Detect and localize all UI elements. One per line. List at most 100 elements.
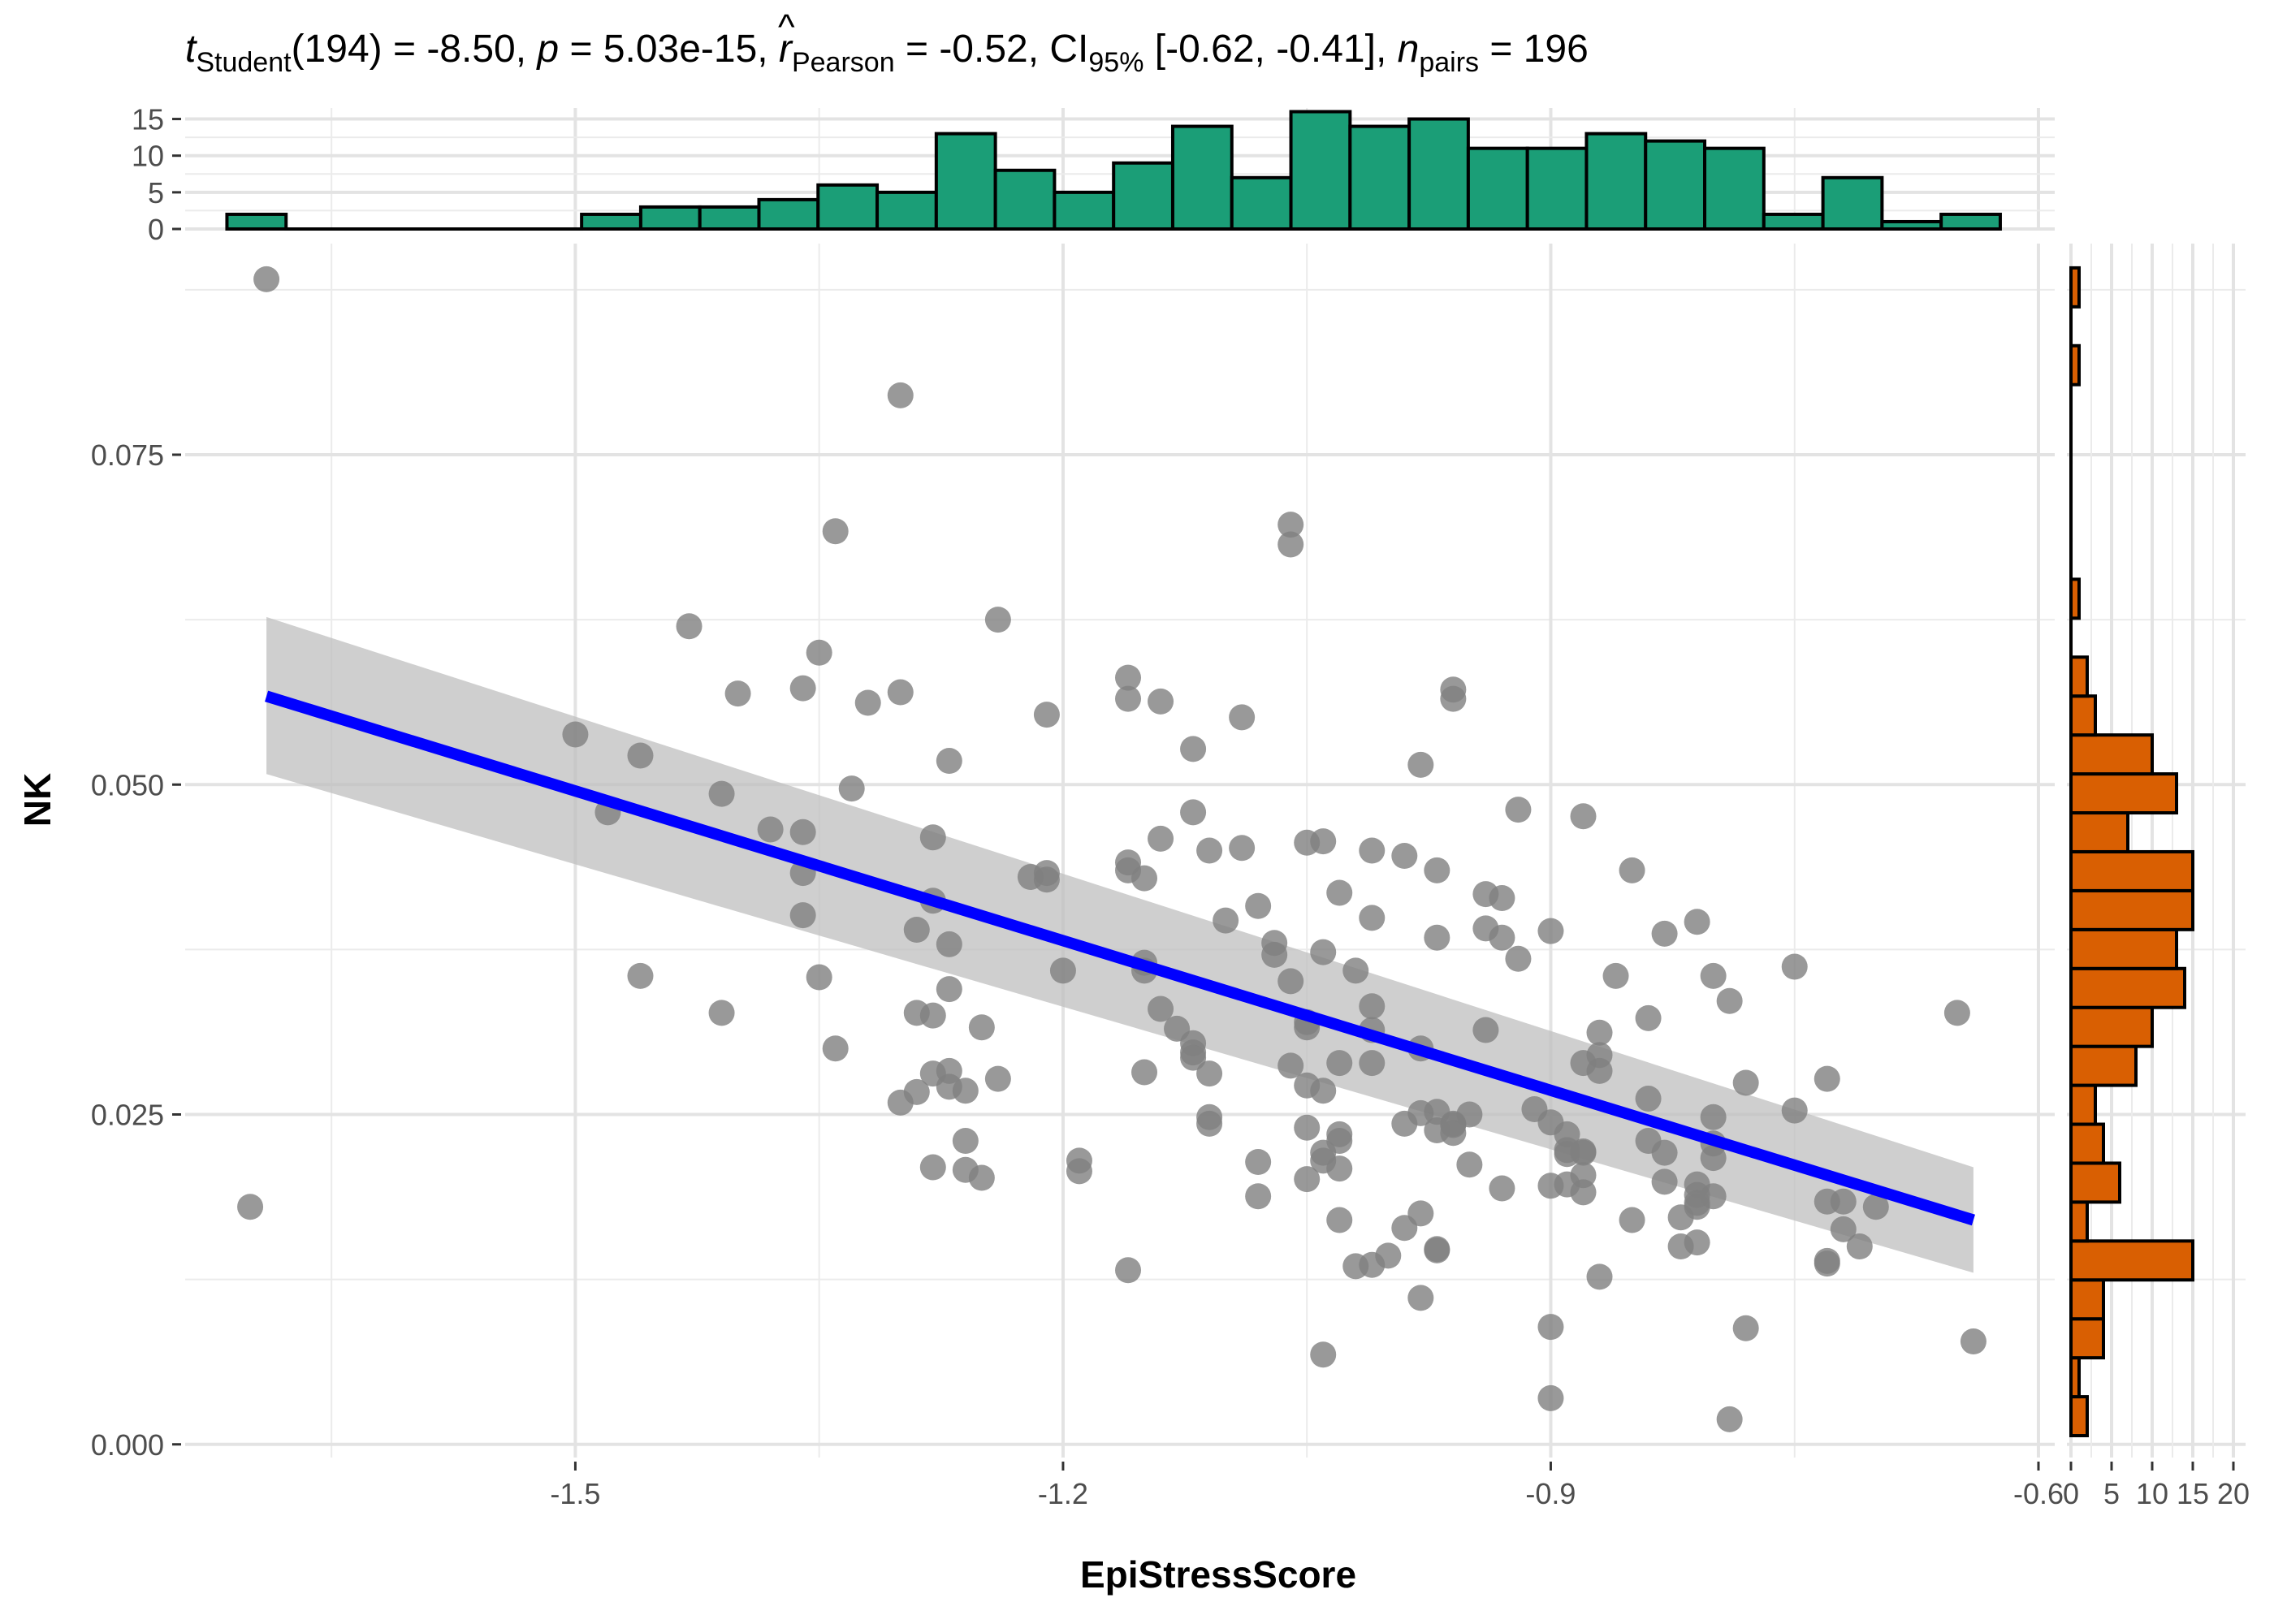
scatter-point <box>1326 1207 1353 1233</box>
right-hist-x-tick-label: 15 <box>2177 1477 2209 1510</box>
right-marginal-histogram: 0 5 10 15 20 <box>2063 244 2250 1510</box>
top-histogram-bar <box>1170 124 1234 231</box>
scatter-point <box>806 639 832 666</box>
top-histogram-bar <box>1703 146 1766 231</box>
scatter-point <box>838 775 865 802</box>
scatter-point <box>1586 1057 1613 1084</box>
top-hist-y-tick-label: 10 <box>132 140 164 173</box>
top-histogram-bar <box>1230 175 1293 231</box>
scatter-point <box>1684 1229 1710 1256</box>
scatter-point <box>1033 702 1060 728</box>
top-histogram-bar <box>757 197 820 231</box>
right-histogram-bars <box>2069 266 2194 1438</box>
scatter-point <box>1326 1155 1353 1182</box>
scatter-point <box>1375 1242 1402 1269</box>
top-histogram-bar <box>225 212 288 231</box>
scatter-point <box>1261 941 1288 968</box>
right-histogram-bar <box>2069 772 2178 815</box>
top-histogram-bar <box>1762 212 1825 231</box>
right-histogram-bar <box>2069 1005 2154 1048</box>
subtitle-r-stat: = -0.52, CI <box>895 28 1089 71</box>
scatter-point <box>1424 857 1450 883</box>
right-histogram-bar <box>2069 888 2194 931</box>
scatter-point <box>1635 1086 1662 1112</box>
top-histogram-bar <box>1112 161 1174 231</box>
scatter-point <box>1310 939 1337 965</box>
scatter-point <box>1196 837 1223 864</box>
scatter-point <box>968 1164 995 1191</box>
x-tick-label: -0.6 <box>2013 1477 2064 1510</box>
right-hist-x-tick-label: 5 <box>2103 1477 2120 1510</box>
scatter-point <box>1278 512 1304 538</box>
right-histogram-bar <box>2069 343 2081 387</box>
x-tick-label: -0.9 <box>1525 1477 1576 1510</box>
scatter-point <box>1586 1019 1613 1046</box>
right-histogram-bar <box>2069 849 2194 892</box>
top-histogram-bar <box>1939 212 2002 231</box>
scatter-point <box>1814 1065 1840 1092</box>
subtitle-r-subscript: Pearson <box>792 47 895 78</box>
top-histogram-bar <box>1584 132 1648 231</box>
top-histogram-bar <box>638 205 702 231</box>
scatter-point <box>903 1078 930 1105</box>
scatter-point <box>806 964 832 991</box>
subtitle-p-symbol: p <box>535 28 559 71</box>
scatter-point <box>1131 865 1158 892</box>
scatter-point <box>822 1035 849 1062</box>
right-histogram-bar <box>2069 966 2186 1009</box>
scatter-point <box>237 1194 264 1220</box>
right-histogram-x-ticks: 0 5 10 15 20 <box>2063 1462 2250 1510</box>
scatter-point <box>1049 957 1076 984</box>
scatter-point <box>854 689 881 716</box>
scatter-point <box>1115 1257 1142 1284</box>
scatter-point <box>1424 1237 1450 1263</box>
right-histogram-bar <box>2069 1122 2105 1165</box>
scatter-point <box>1148 825 1174 852</box>
right-histogram-bar <box>2069 694 2097 737</box>
scatter-point <box>1700 962 1727 989</box>
right-histogram-bar <box>2069 1044 2138 1087</box>
top-histogram-bar <box>1348 124 1412 231</box>
y-axis-title: NK <box>16 773 58 827</box>
subtitle-t-stat: (194) = -8.50, <box>292 28 538 71</box>
scatter-point <box>676 613 703 640</box>
scatter-point <box>936 976 962 1003</box>
x-tick-label: -1.5 <box>550 1477 600 1510</box>
y-tick-label: 0.075 <box>91 438 164 472</box>
scatter-point <box>1326 1050 1353 1077</box>
scatter-point <box>1278 531 1304 558</box>
scatter-point <box>757 816 784 843</box>
scatter-point <box>1846 1233 1873 1259</box>
scatter-point <box>1359 993 1386 1020</box>
top-histogram-y-ticks: 0 510 15 <box>132 103 181 246</box>
scatter-point <box>1700 1104 1727 1130</box>
scatter-point <box>1180 1044 1207 1071</box>
right-histogram-bar <box>2069 1200 2089 1243</box>
scatter-point <box>789 902 816 929</box>
scatter-point <box>936 931 962 957</box>
x-tick-label: -1.2 <box>1038 1477 1088 1510</box>
top-histogram-bar <box>1289 110 1352 231</box>
scatter-point <box>1960 1328 1987 1354</box>
top-histogram-bar <box>1644 139 1707 231</box>
subtitle-t-symbol: t <box>185 28 197 71</box>
scatter-point <box>1440 1112 1467 1138</box>
subtitle-t-subscript: Student <box>196 47 292 78</box>
top-histogram-bar <box>816 183 880 231</box>
scatter-point <box>1651 920 1678 947</box>
scatter-point <box>1359 1050 1386 1077</box>
scatter-point <box>1635 1004 1662 1031</box>
top-histogram-bar <box>1053 190 1116 231</box>
y-tick-label: 0.050 <box>91 768 164 801</box>
scatter-point <box>1440 676 1467 703</box>
top-histogram-bar <box>875 190 938 231</box>
scatter-point <box>1537 1173 1564 1199</box>
scatter-point <box>887 679 914 706</box>
scatter-point <box>887 382 914 408</box>
scatter-point <box>1033 866 1060 893</box>
y-tick-label: 0.000 <box>91 1428 164 1462</box>
right-histogram-bar <box>2069 811 2129 853</box>
top-histogram-bar <box>993 168 1057 231</box>
